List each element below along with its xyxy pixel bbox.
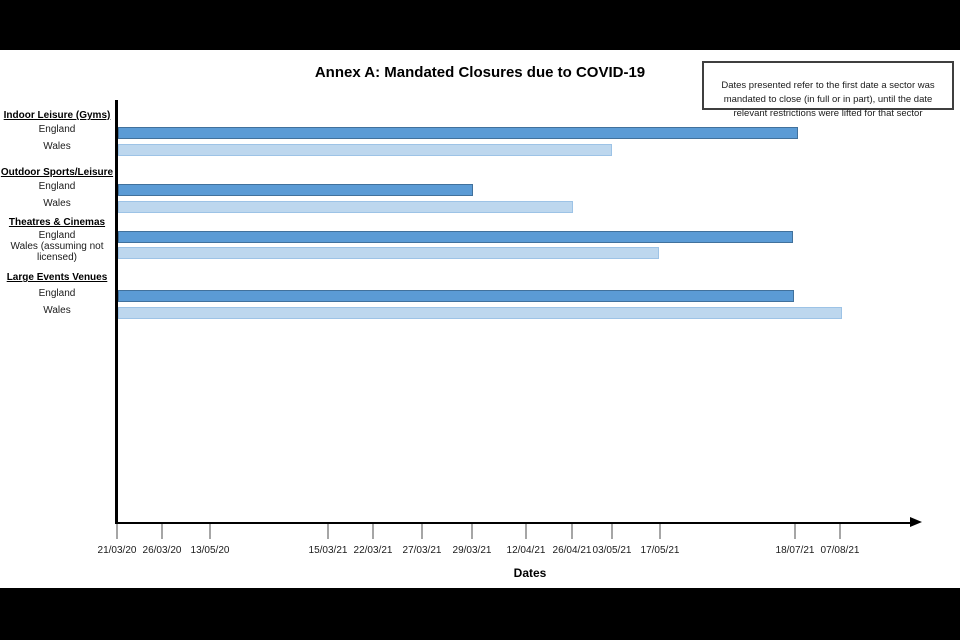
gantt-bar-wales [118,247,659,259]
axis-tick-label: 03/05/21 [592,545,632,556]
axis-tick [161,524,163,539]
row-label: Wales [43,198,71,209]
axis-tick-label: 18/07/21 [775,545,815,556]
x-axis-line [115,521,911,524]
row-label: Wales [43,141,71,152]
gantt-bar-wales [118,307,842,319]
row-label: England [38,124,76,135]
y-axis-line [115,100,118,524]
row-label: England [38,181,76,192]
axis-tick-label: 21/03/20 [97,545,137,556]
axis-tick-label: 29/03/21 [452,545,492,556]
section-header-label: Indoor Leisure (Gyms) [3,110,111,121]
section-header-label: Large Events Venues [6,272,108,283]
axis-tick [116,524,118,539]
row-label: Wales (assuming not licensed) [10,241,104,263]
gantt-bar-england [118,231,793,243]
axis-tick-label: 26/04/21 [552,545,592,556]
axis-tick [525,524,527,539]
note-text: Dates presented refer to the first date … [721,80,935,119]
x-axis-arrow-icon [910,517,922,527]
axis-tick [372,524,374,539]
axis-tick-label: 15/03/21 [308,545,348,556]
axis-tick-label: 26/03/20 [142,545,182,556]
section-header-label: Theatres & Cinemas [8,217,106,228]
axis-tick [471,524,473,539]
axis-tick [794,524,796,539]
axis-tick-label: 13/05/20 [190,545,230,556]
gantt-bar-england [118,290,794,302]
gantt-bar-england [118,127,798,139]
axis-tick-label: 17/05/21 [640,545,680,556]
axis-tick [421,524,423,539]
axis-tick-label: 22/03/21 [353,545,393,556]
axis-tick [571,524,573,539]
chart-title: Annex A: Mandated Closures due to COVID-… [314,64,646,81]
gantt-bar-england [118,184,473,196]
axis-tick-label: 07/08/21 [820,545,860,556]
note-box: Dates presented refer to the first date … [702,61,954,119]
section-header-label: Outdoor Sports/Leisure [0,167,114,178]
x-axis-title: Dates [513,566,547,580]
row-label: England [38,288,76,299]
axis-tick-label: 12/04/21 [506,545,546,556]
gantt-bar-wales [118,201,573,213]
axis-tick [327,524,329,539]
row-label: England [38,230,76,241]
bottom-black-band [0,588,960,640]
axis-tick-label: 27/03/21 [402,545,442,556]
gantt-bar-wales [118,144,612,156]
axis-tick [611,524,613,539]
axis-tick [209,524,211,539]
axis-tick [839,524,841,539]
row-label: Wales [43,305,71,316]
axis-tick [659,524,661,539]
top-black-band [0,0,960,50]
